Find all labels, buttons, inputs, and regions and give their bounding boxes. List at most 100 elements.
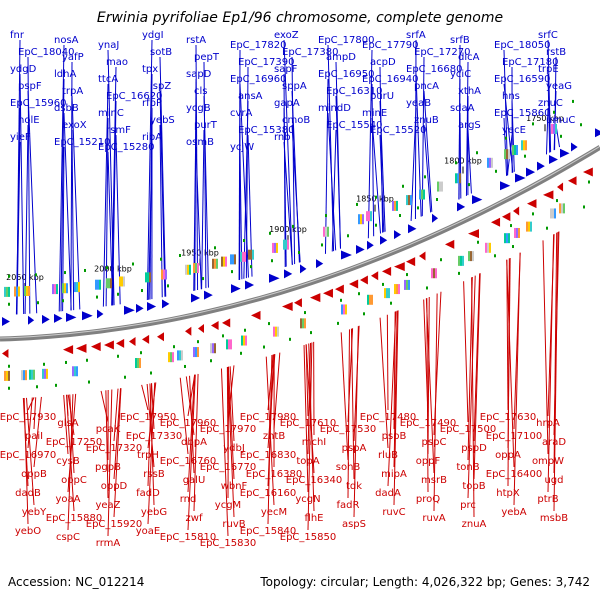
top-gene-label: EpC_18050 (494, 40, 550, 51)
bottom-gene-label: EpC_17480 (360, 412, 416, 423)
bottom-gene-label: EpC_15840 (240, 526, 296, 537)
top-gene-label: mindD (318, 103, 351, 114)
top-leader-line (335, 95, 342, 249)
bottom-leader-line (27, 397, 33, 449)
top-feature-block (508, 149, 510, 160)
bottom-feature-block (139, 358, 141, 369)
bottom-gene-arrow (557, 182, 564, 192)
top-gene-label: EpC_15540 (326, 120, 382, 131)
top-orf-marker (250, 265, 252, 269)
top-feature-block (504, 149, 506, 160)
top-gene-label: minE (362, 108, 387, 119)
top-feature-block (248, 249, 250, 260)
bottom-feature-block (489, 242, 491, 253)
top-orf-marker (179, 253, 181, 257)
top-gene-label: EpC_16940 (362, 74, 418, 85)
bottom-orf-marker (494, 254, 496, 258)
top-gene-label: EpC_17380 (282, 47, 338, 58)
top-gene-label: cmoB (282, 115, 310, 126)
bottom-gene-label: yeaZ (95, 500, 120, 511)
top-feature-block (234, 254, 236, 265)
bottom-orf-marker (588, 180, 590, 184)
bottom-orf-marker (140, 351, 142, 355)
top-orf-marker (532, 122, 534, 126)
bottom-orf-marker (510, 224, 512, 228)
top-orf-marker (436, 198, 438, 202)
bottom-feature-block (485, 242, 487, 253)
bottom-gene-label: zntB (263, 431, 286, 442)
bottom-gene-arrow (310, 293, 321, 303)
top-feature-block (225, 256, 227, 267)
bottom-strand-leader-lines (22, 231, 560, 537)
top-gene-label: minC (98, 108, 124, 119)
top-gene-label: EpC_15520 (370, 125, 426, 136)
bottom-gene-arrow (91, 342, 101, 352)
bottom-orf-marker (556, 199, 558, 203)
top-gene-label: sapF (274, 64, 298, 75)
bottom-gene-label: oppC (61, 475, 87, 486)
bottom-gene-label: proQ (416, 494, 440, 505)
top-feature-block (362, 214, 364, 225)
bottom-orf-marker (210, 359, 212, 363)
bottom-gene-label: oppB (21, 469, 47, 480)
top-orf-marker (96, 295, 98, 299)
top-leader-line (146, 39, 153, 300)
top-gene-label: ydgI (142, 30, 164, 41)
bottom-orf-marker (340, 298, 342, 302)
top-leader-line (547, 39, 552, 153)
bottom-feature-block (458, 255, 460, 266)
top-gene-label: ispZ (150, 81, 171, 92)
bottom-gene-arrow (251, 310, 261, 320)
bottom-orf-marker (184, 364, 186, 368)
bottom-gene-label: glsA (57, 418, 78, 429)
bottom-gene-arrow (568, 176, 577, 186)
top-feature-block (512, 145, 514, 156)
top-feature-block (272, 242, 274, 253)
top-gene-arrow (136, 303, 144, 313)
bottom-gene-label: EpC_16970 (0, 450, 56, 461)
top-gene-label: tpx (142, 64, 158, 75)
top-feature-block (121, 276, 123, 287)
bottom-feature-block (431, 268, 433, 279)
bottom-feature-block (514, 227, 516, 238)
top-feature-block (394, 200, 396, 211)
top-feature-block (161, 269, 163, 280)
kbp-label: 1850 kbp (356, 195, 394, 204)
bottom-strand-features (2, 167, 593, 390)
top-gene-label: EpC_15210 (54, 137, 110, 148)
bottom-leader-line (393, 310, 399, 506)
bottom-leader-line (65, 394, 75, 512)
top-gene-label: ribA (142, 132, 162, 143)
top-orf-marker (580, 123, 582, 127)
bottom-leader-line (33, 396, 42, 468)
top-gene-label: yecE (502, 125, 526, 136)
top-gene-label: exoX (62, 120, 87, 131)
top-leader-line (545, 107, 549, 155)
bottom-feature-block (214, 343, 216, 354)
top-gene-label: cls (194, 86, 208, 97)
bottom-leader-line (273, 352, 281, 430)
bottom-gene-label: pspB (382, 431, 407, 442)
top-gene-label: purT (194, 120, 218, 131)
bottom-orf-marker (244, 328, 246, 332)
top-orf-marker (560, 134, 562, 138)
top-feature-block (514, 145, 516, 156)
top-feature-block (240, 251, 242, 262)
bottom-feature-block (210, 343, 212, 354)
bottom-gene-arrow (349, 279, 359, 289)
kbp-label: 2050 kbp (6, 273, 44, 282)
top-leader-line (547, 73, 551, 153)
top-gene-arrow (66, 312, 77, 322)
top-gene-label: EpC_16960 (230, 74, 286, 85)
bottom-feature-block (506, 233, 508, 244)
bottom-gene-label: prc (460, 500, 476, 511)
top-gene-arrow (42, 314, 50, 324)
top-gene-arrow (537, 161, 545, 171)
bottom-gene-label: tdk (346, 481, 362, 492)
bottom-gene-arrow (116, 338, 125, 348)
top-gene-arrow (82, 311, 93, 321)
bottom-gene-label: araD (542, 437, 566, 448)
top-leader-line (102, 83, 109, 307)
bottom-leader-line (23, 397, 29, 525)
top-orf-marker (399, 214, 401, 218)
